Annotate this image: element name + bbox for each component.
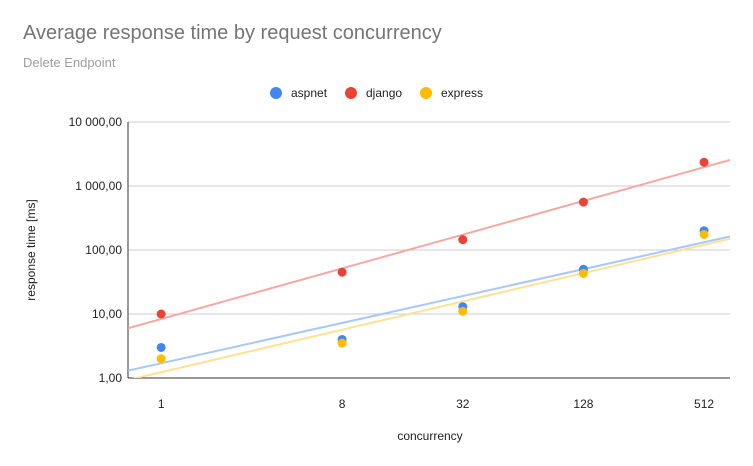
- point-express: [458, 306, 468, 316]
- trendline-express: [132, 237, 730, 378]
- y-tick-label: 10 000,00: [69, 115, 123, 129]
- point-aspnet: [156, 342, 166, 352]
- point-django: [337, 267, 347, 277]
- y-tick-label: 100,00: [85, 243, 122, 257]
- x-tick-label: 32: [456, 397, 470, 411]
- point-express: [578, 268, 588, 278]
- point-express: [699, 229, 709, 239]
- legend-label-express: express: [441, 86, 483, 100]
- legend-label-django: django: [366, 86, 402, 100]
- trendline-aspnet: [128, 235, 730, 372]
- x-tick-label: 128: [573, 397, 593, 411]
- point-express: [337, 338, 347, 348]
- point-express: [156, 354, 166, 364]
- point-django: [578, 197, 588, 207]
- y-axis-title: response time [ms]: [24, 199, 38, 300]
- point-django: [156, 309, 166, 319]
- x-tick-label: 1: [158, 397, 165, 411]
- point-django: [699, 157, 709, 167]
- legend-marker-express: [420, 87, 432, 99]
- legend-marker-django: [345, 87, 357, 99]
- x-tick-label: 8: [339, 397, 346, 411]
- point-django: [458, 235, 468, 245]
- x-axis-title: concurrency: [397, 429, 462, 443]
- chart-title: Average response time by request concurr…: [23, 22, 442, 44]
- y-tick-label: 10,00: [92, 307, 122, 321]
- chart-subtitle: Delete Endpoint: [23, 55, 116, 70]
- y-tick-label: 1,00: [99, 371, 123, 385]
- y-tick-label: 1 000,00: [75, 179, 122, 193]
- legend-marker-aspnet: [270, 87, 282, 99]
- trendline-django: [128, 158, 730, 330]
- legend-label-aspnet: aspnet: [291, 86, 328, 100]
- x-tick-label: 512: [694, 397, 714, 411]
